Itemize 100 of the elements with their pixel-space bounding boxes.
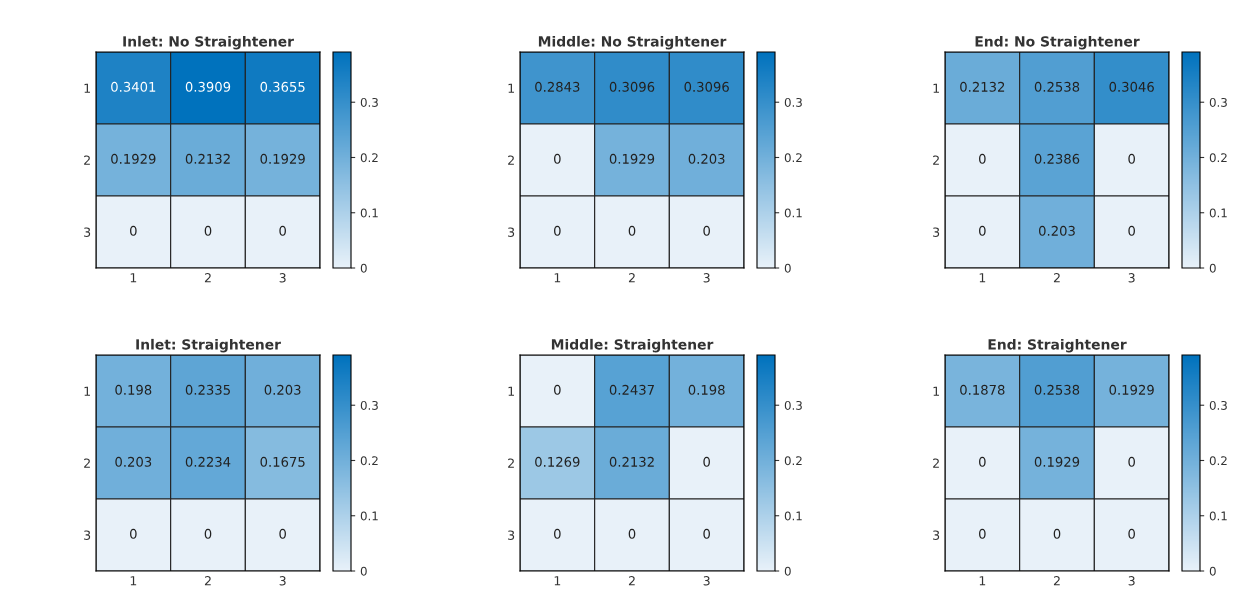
data-label: 0.1878 xyxy=(960,384,1005,395)
y-tick-label: 1 xyxy=(508,386,514,396)
color-bar-label: 0 xyxy=(1209,566,1216,576)
color-bar-label: 0.2 xyxy=(360,456,378,466)
color-bar-label: 0.2 xyxy=(784,153,802,163)
color-bar-label: 0.1 xyxy=(1209,511,1227,521)
data-label: 0.3655 xyxy=(260,81,305,92)
data-label: 0 xyxy=(979,153,986,164)
chart-title: End: No Straightener xyxy=(975,35,1140,50)
data-label: 0.2538 xyxy=(1034,384,1080,395)
y-tick-label: 1 xyxy=(84,386,90,396)
y-tick-label: 1 xyxy=(933,386,939,396)
x-tick-label: 3 xyxy=(279,576,286,586)
color-bar-label: 0.3 xyxy=(784,97,802,107)
color-bar-label: 0.3 xyxy=(1209,97,1227,107)
data-label: 0.203 xyxy=(688,153,725,164)
x-tick-label: 2 xyxy=(1053,273,1060,283)
data-label: 0.198 xyxy=(115,384,152,395)
data-label: 0 xyxy=(279,225,286,236)
data-label: 0 xyxy=(628,225,636,236)
x-tick-label: 1 xyxy=(130,576,137,586)
data-label: 0 xyxy=(703,456,710,467)
data-label: 0 xyxy=(979,225,986,236)
color-bar-label: 0.3 xyxy=(360,400,378,410)
chart-title: Middle: No Straightener xyxy=(538,35,727,50)
data-label: 0 xyxy=(554,528,561,539)
y-tick-label: 3 xyxy=(933,227,940,237)
chart-title: End: Straightener xyxy=(988,338,1127,353)
color-bar-label: 0.3 xyxy=(1209,400,1227,410)
x-tick-label: 1 xyxy=(130,273,137,283)
color-bar-label: 0.1 xyxy=(360,208,378,218)
data-label: 0.2843 xyxy=(535,81,580,92)
data-label: 0 xyxy=(130,225,137,236)
color-bar-label: 0.2 xyxy=(1209,153,1227,163)
data-label: 0 xyxy=(1128,528,1135,539)
y-tick-label: 3 xyxy=(84,530,91,540)
color-bar-label: 0 xyxy=(360,566,367,576)
y-tick-label: 3 xyxy=(84,227,91,237)
data-label: 0.2132 xyxy=(185,153,230,164)
x-tick-label: 1 xyxy=(554,576,561,586)
data-label: 0.2386 xyxy=(1034,153,1080,164)
data-label: 0.2234 xyxy=(185,456,231,467)
data-label: 0 xyxy=(703,528,710,539)
x-tick-label: 2 xyxy=(628,576,635,586)
data-label: 0.2335 xyxy=(185,384,230,395)
data-label: 0.203 xyxy=(1038,225,1075,236)
data-label: 0.1675 xyxy=(260,456,305,467)
x-tick-label: 3 xyxy=(703,576,710,586)
y-tick-label: 3 xyxy=(508,227,515,237)
chart-title: Inlet: Straightener xyxy=(136,338,281,353)
y-tick-label: 1 xyxy=(508,83,514,93)
data-label: 0.3046 xyxy=(1109,81,1154,92)
data-label: 0 xyxy=(554,153,561,164)
data-label: 0.2132 xyxy=(609,456,654,467)
x-tick-label: 2 xyxy=(204,273,211,283)
data-label: 0 xyxy=(130,528,137,539)
x-tick-label: 2 xyxy=(1053,576,1060,586)
data-label: 0.3401 xyxy=(111,81,156,92)
data-label: 0 xyxy=(979,528,986,539)
data-label: 0 xyxy=(1053,528,1061,539)
data-label: 0 xyxy=(554,225,561,236)
color-bar-label: 0 xyxy=(784,566,791,576)
data-label: 0.2132 xyxy=(960,81,1005,92)
color-bar-label: 0 xyxy=(360,263,367,273)
data-label: 0 xyxy=(1128,456,1135,467)
data-label: 0 xyxy=(554,384,561,395)
data-label: 0 xyxy=(204,528,212,539)
chart-title: Middle: Straightener xyxy=(551,338,714,353)
data-label: 0.198 xyxy=(688,384,725,395)
data-label: 0.2437 xyxy=(609,384,654,395)
color-bar-label: 0.2 xyxy=(360,153,378,163)
chart-title: Inlet: No Straightener xyxy=(123,35,294,50)
data-label: 0.3909 xyxy=(185,81,231,92)
data-label: 0.1929 xyxy=(609,153,655,164)
data-label: 0.1929 xyxy=(1109,384,1154,395)
x-tick-label: 2 xyxy=(204,576,211,586)
y-tick-label: 3 xyxy=(508,530,515,540)
y-tick-label: 2 xyxy=(84,155,90,165)
color-bar-label: 0.2 xyxy=(1209,456,1227,466)
data-label: 0 xyxy=(1128,153,1135,164)
data-label: 0.1929 xyxy=(260,153,305,164)
color-bar-label: 0.2 xyxy=(784,456,802,466)
data-label: 0 xyxy=(628,528,636,539)
data-label: 0.3096 xyxy=(684,81,729,92)
x-tick-label: 1 xyxy=(554,273,561,283)
data-label: 0 xyxy=(979,456,986,467)
x-tick-label: 3 xyxy=(1128,273,1135,283)
y-tick-label: 3 xyxy=(933,530,940,540)
data-label: 0 xyxy=(1128,225,1135,236)
color-bar-label: 0.1 xyxy=(784,208,802,218)
data-label: 0.1929 xyxy=(111,153,156,164)
y-tick-label: 2 xyxy=(933,458,939,468)
color-bar-label: 0 xyxy=(784,263,791,273)
y-tick-label: 1 xyxy=(84,83,90,93)
x-tick-label: 3 xyxy=(703,273,710,283)
color-bar-label: 0.3 xyxy=(360,97,378,107)
color-bar-label: 0.1 xyxy=(360,511,378,521)
y-tick-label: 2 xyxy=(84,458,90,468)
data-label: 0 xyxy=(279,528,286,539)
data-label: 0 xyxy=(204,225,212,236)
